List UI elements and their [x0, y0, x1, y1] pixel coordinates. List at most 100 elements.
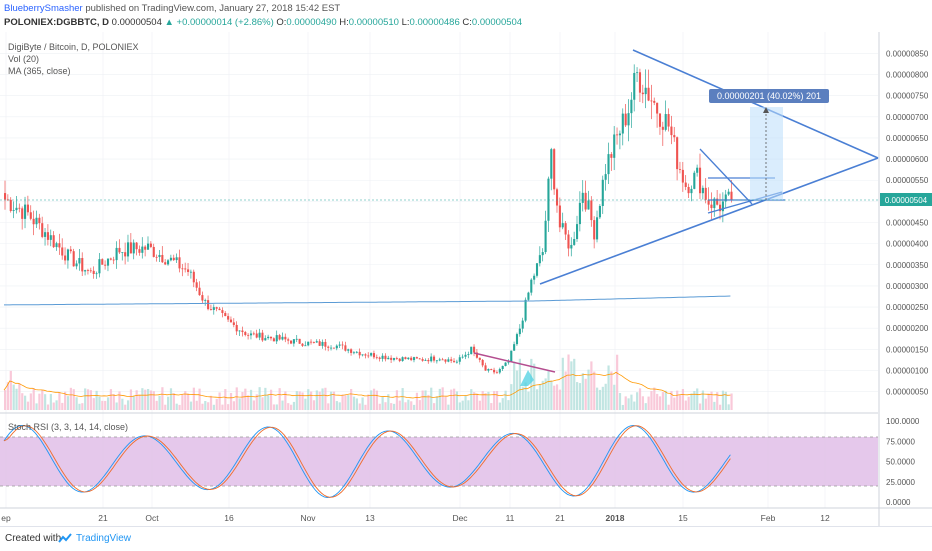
measure-label: 0.00000201 (40.02%) 201 — [717, 91, 821, 101]
published-text: published on TradingView.com, January 27… — [85, 3, 341, 14]
triangle-upper-trendline[interactable] — [632, 49, 879, 159]
candle-body — [69, 249, 72, 252]
candle-body — [367, 355, 370, 357]
volume-bar — [44, 394, 47, 410]
volume-bar — [535, 389, 539, 410]
volume-bar — [375, 390, 378, 410]
candle-body — [427, 359, 430, 362]
volume-bar — [275, 404, 278, 410]
volume-bar — [478, 400, 481, 410]
candle-body — [304, 345, 307, 347]
author-link[interactable]: BlueberrySmasher — [4, 3, 83, 14]
time-tick-label: Oct — [145, 513, 159, 523]
symbol-label: POLONIEX:DGBBTC, D — [4, 17, 110, 28]
last-price-badge — [880, 193, 932, 206]
candle-body — [129, 242, 132, 254]
candle-body — [189, 271, 192, 273]
stoch-rsi-k-line — [3, 425, 731, 498]
triangle-lower-trendline[interactable] — [539, 157, 879, 285]
volume-bar — [315, 390, 318, 410]
candle-body — [212, 307, 215, 310]
volume-bar — [581, 373, 584, 410]
chart-canvas[interactable]: 0.00000201 (40.02%) 201 0.000008500.0000… — [0, 32, 932, 526]
volume-bar — [61, 402, 64, 410]
candle-body — [6, 199, 9, 201]
candle-body — [461, 356, 464, 358]
candle-body — [621, 113, 624, 134]
candle-body — [527, 292, 530, 300]
volume-bar — [38, 393, 41, 410]
rsi-tick-label: 0.0000 — [886, 498, 911, 507]
volume-bar — [49, 394, 52, 410]
candle-body — [264, 338, 267, 341]
volume-bar — [209, 395, 213, 410]
candle-body — [104, 264, 107, 266]
volume-bar — [355, 398, 358, 410]
time-tick-label: 12 — [820, 513, 830, 523]
volume-bar — [238, 398, 241, 410]
volume-bar — [658, 396, 662, 410]
candle-body — [249, 333, 253, 336]
trend-drawings[interactable]: 0.00000201 (40.02%) 201 — [473, 49, 879, 386]
candle-body — [504, 362, 507, 366]
volume-bar — [453, 388, 456, 410]
wedge-upper-line[interactable] — [699, 148, 753, 205]
volume-bar — [149, 390, 153, 410]
volume-bar — [507, 400, 510, 410]
volume-bar — [58, 392, 61, 410]
price-tick-label: 0.00000350 — [886, 261, 929, 270]
volume-bar — [158, 395, 161, 410]
candle-body — [126, 242, 130, 257]
candle-body — [690, 188, 693, 194]
candle-body — [44, 232, 47, 237]
candle-body — [335, 345, 338, 349]
candle-body — [209, 309, 213, 310]
candle-body — [550, 149, 553, 179]
high-value: 0.00000510 — [348, 17, 399, 28]
volume-bar — [195, 400, 198, 410]
volume-bar — [35, 403, 38, 410]
volume-bar — [192, 387, 195, 410]
december-trendline[interactable] — [473, 352, 556, 373]
volume-bar — [147, 388, 150, 410]
candle-body — [707, 199, 710, 205]
candle-body — [364, 354, 367, 356]
candle-body — [521, 320, 524, 329]
volume-bar — [189, 401, 193, 410]
volume-bar — [401, 388, 404, 410]
candle-body — [75, 263, 78, 267]
candle-body — [278, 335, 281, 340]
volume-bar — [458, 402, 461, 410]
tradingview-brand[interactable]: TradingView — [76, 533, 132, 544]
volume-bar — [601, 386, 604, 410]
volume-bar — [576, 382, 579, 410]
candle-body — [704, 187, 707, 200]
volume-bar — [467, 400, 470, 410]
volume-bar — [616, 354, 619, 410]
candle-body — [269, 336, 273, 339]
volume-bar — [633, 401, 636, 410]
measure-box[interactable] — [750, 107, 783, 200]
candle-body — [58, 243, 61, 248]
price-tick-label: 0.00000050 — [886, 388, 929, 397]
volume-bar — [596, 387, 599, 410]
volume-bar — [207, 402, 210, 410]
volume-bar — [232, 401, 235, 410]
candle-body — [284, 336, 287, 340]
candle-body — [281, 336, 284, 340]
volume-bar — [607, 365, 610, 410]
volume-bar — [644, 403, 647, 410]
price-tick-label: 0.00000550 — [886, 176, 929, 185]
rsi-tick-label: 50.0000 — [886, 458, 915, 467]
candle-body — [515, 334, 519, 345]
candle-body — [144, 246, 147, 250]
candle-body — [106, 258, 110, 266]
volume-bar — [716, 392, 719, 410]
volume-bar — [6, 382, 10, 410]
price-tick-label: 0.00000450 — [886, 219, 929, 228]
volume-bar — [564, 371, 567, 410]
high-label: H: — [339, 17, 349, 28]
candle-body — [101, 259, 104, 265]
candle-body — [4, 193, 7, 200]
volume-bar — [438, 388, 441, 410]
